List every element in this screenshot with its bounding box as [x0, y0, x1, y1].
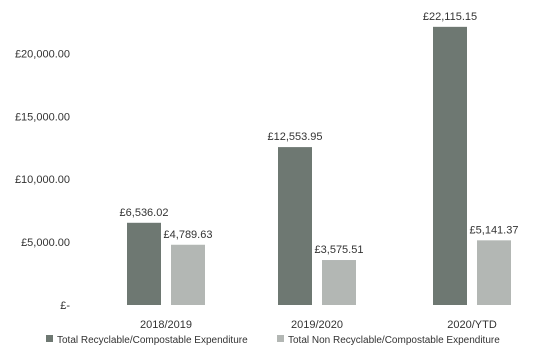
- y-tick-label: £-: [60, 300, 70, 312]
- bar-value-label: £22,115.15: [423, 11, 477, 23]
- bar-series-2-2018-2019: [171, 244, 205, 305]
- bar-value-label: £3,575.51: [315, 244, 364, 256]
- x-tick-label: 2020/YTD: [447, 319, 497, 331]
- bar-series-1-2018-2019: [127, 222, 161, 305]
- legend-swatch-series-2: [277, 335, 284, 342]
- y-tick-label: £15,000.00: [15, 111, 70, 123]
- bar-series-2-2019-2020: [322, 260, 356, 305]
- x-tick-label: 2019/2020: [291, 319, 343, 331]
- legend: Total Recyclable/Compostable Expenditure…: [46, 335, 500, 346]
- x-axis-tick-labels: 2018/2019 2019/2020 2020/YTD: [140, 319, 497, 331]
- bar-value-label: £5,141.37: [470, 224, 519, 236]
- y-axis-tick-labels: £- £5,000.00 £10,000.00 £15,000.00 £20,000.0…: [15, 48, 70, 312]
- y-tick-label: £10,000.00: [15, 174, 70, 186]
- legend-label-series-1: Total Recyclable/Compostable Expenditure: [57, 335, 248, 345]
- y-tick-label: £20,000.00: [15, 48, 70, 60]
- bar-series-1-2019-2020: [278, 147, 312, 305]
- bar-value-label: £4,789.63: [164, 229, 213, 241]
- bar-series-1-2020-ytd: [433, 26, 467, 306]
- bar-data-labels: £6,536.02 £4,789.63 £12,553.95 £3,575.51 £22…: [120, 11, 519, 256]
- bar-series-2-2020-ytd: [477, 240, 511, 305]
- y-tick-label: £5,000.00: [21, 237, 70, 249]
- x-tick-label: 2018/2019: [140, 319, 192, 331]
- bar-value-label: £12,553.95: [267, 131, 322, 143]
- bar-value-label: £6,536.02: [120, 207, 169, 219]
- legend-swatch-series-1: [46, 335, 53, 342]
- bars-group: [127, 26, 511, 306]
- legend-label-series-2: Total Non Recyclable/Compostable Expendi…: [288, 335, 500, 345]
